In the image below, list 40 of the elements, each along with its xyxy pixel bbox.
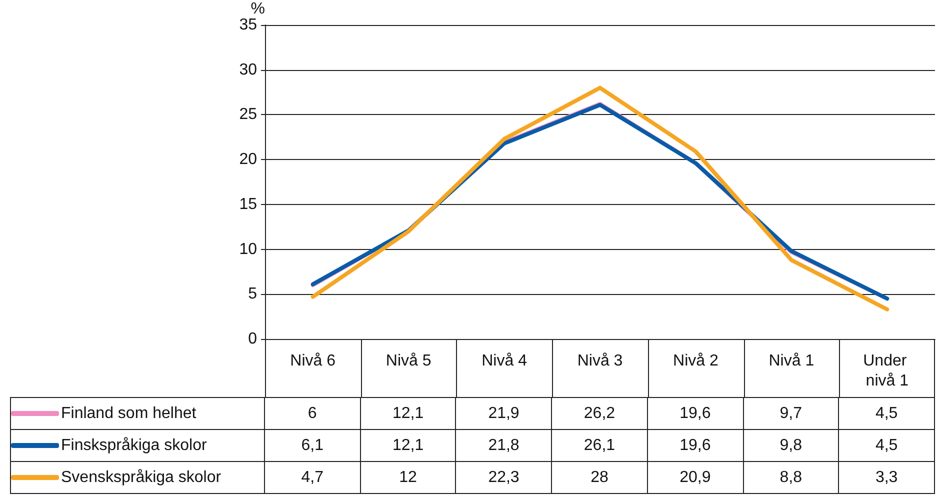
legend-label: Svenskspråkiga skolor (10, 462, 264, 494)
data-label: 22,3 (456, 462, 552, 494)
data-label: 12 (360, 462, 456, 494)
data-label: 9,7 (743, 398, 839, 430)
data-label: 19,6 (647, 398, 744, 430)
x-tick-label: Nivå 2 (673, 352, 718, 370)
y-tick-label: 15 (239, 196, 258, 213)
y-tick-label: 30 (239, 61, 258, 78)
data-label: 9,8 (743, 430, 839, 462)
y-tick-label: 0 (248, 330, 258, 348)
data-label: 4,5 (838, 398, 934, 430)
data-label: 6 (264, 398, 360, 430)
data-label: 12,1 (360, 398, 456, 430)
x-tick-label: Nivå 3 (577, 352, 623, 370)
x-tick-label: Nivå 4 (482, 352, 528, 370)
x-tick-label: Under nivå 1 (863, 352, 912, 390)
y-tick-label: 35 (239, 16, 258, 34)
data-label: 28 (552, 462, 648, 494)
data-label: 4,7 (264, 462, 360, 494)
data-label: 3,3 (838, 462, 934, 494)
x-tick-label: Nivå 1 (768, 352, 814, 370)
data-label: 26,2 (552, 398, 648, 430)
y-tick-label: 20 (239, 151, 258, 168)
x-tick-label: Nivå 5 (386, 352, 432, 370)
y-tick-label: 5 (248, 286, 258, 303)
y-axis-title: % (250, 0, 265, 18)
data-label: 21,8 (456, 430, 552, 462)
data-label: 4,5 (838, 430, 934, 462)
legend-label: Finskspråkiga skolor (10, 430, 264, 462)
legend-label: Finland som helhet (10, 398, 264, 430)
data-label: 12,1 (360, 430, 456, 462)
data-label: 21,9 (456, 398, 552, 430)
data-label: 19,6 (647, 430, 744, 462)
data-label: 20,9 (647, 462, 744, 494)
y-tick-label: 25 (239, 106, 258, 124)
data-label: 26,1 (552, 430, 648, 462)
data-label: 6,1 (264, 430, 360, 462)
y-tick-label: 10 (239, 240, 258, 258)
x-tick-label: Nivå 6 (290, 352, 336, 370)
data-label: 8,8 (743, 462, 839, 494)
